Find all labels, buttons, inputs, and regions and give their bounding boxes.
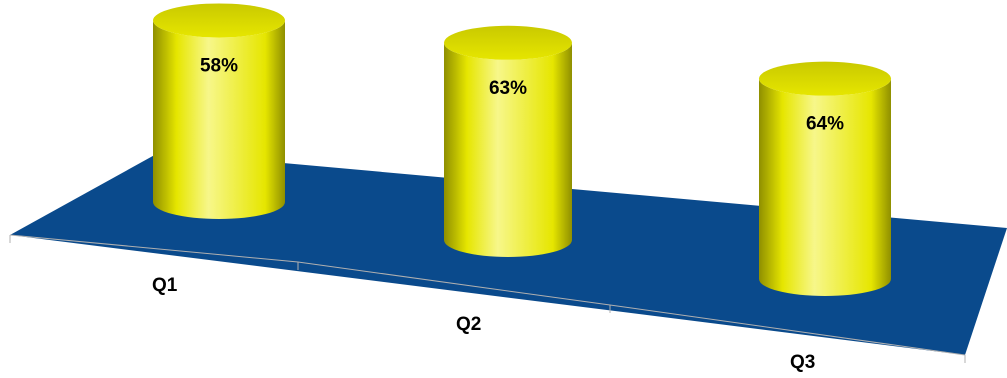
data-label: 63% xyxy=(489,78,527,99)
bars: 58% 63% 64% xyxy=(153,3,891,297)
x-axis xyxy=(9,234,966,363)
data-label: 58% xyxy=(200,55,238,76)
bar-q3: 64% xyxy=(759,61,891,297)
bar-q1: 58% xyxy=(153,3,285,220)
x-axis-line xyxy=(9,234,966,356)
data-label: 64% xyxy=(806,114,844,135)
bar-body xyxy=(153,20,285,220)
category-labels: Q1 Q2 Q3 xyxy=(152,275,815,373)
bar-body xyxy=(444,42,572,258)
category-label: Q2 xyxy=(456,314,481,335)
bar-q2: 63% xyxy=(444,25,572,258)
category-label: Q1 xyxy=(152,275,178,296)
bar-top xyxy=(153,3,285,38)
bar-top xyxy=(759,61,891,96)
bar-body xyxy=(759,78,891,297)
category-label: Q3 xyxy=(790,352,815,373)
bar-top xyxy=(444,25,572,60)
